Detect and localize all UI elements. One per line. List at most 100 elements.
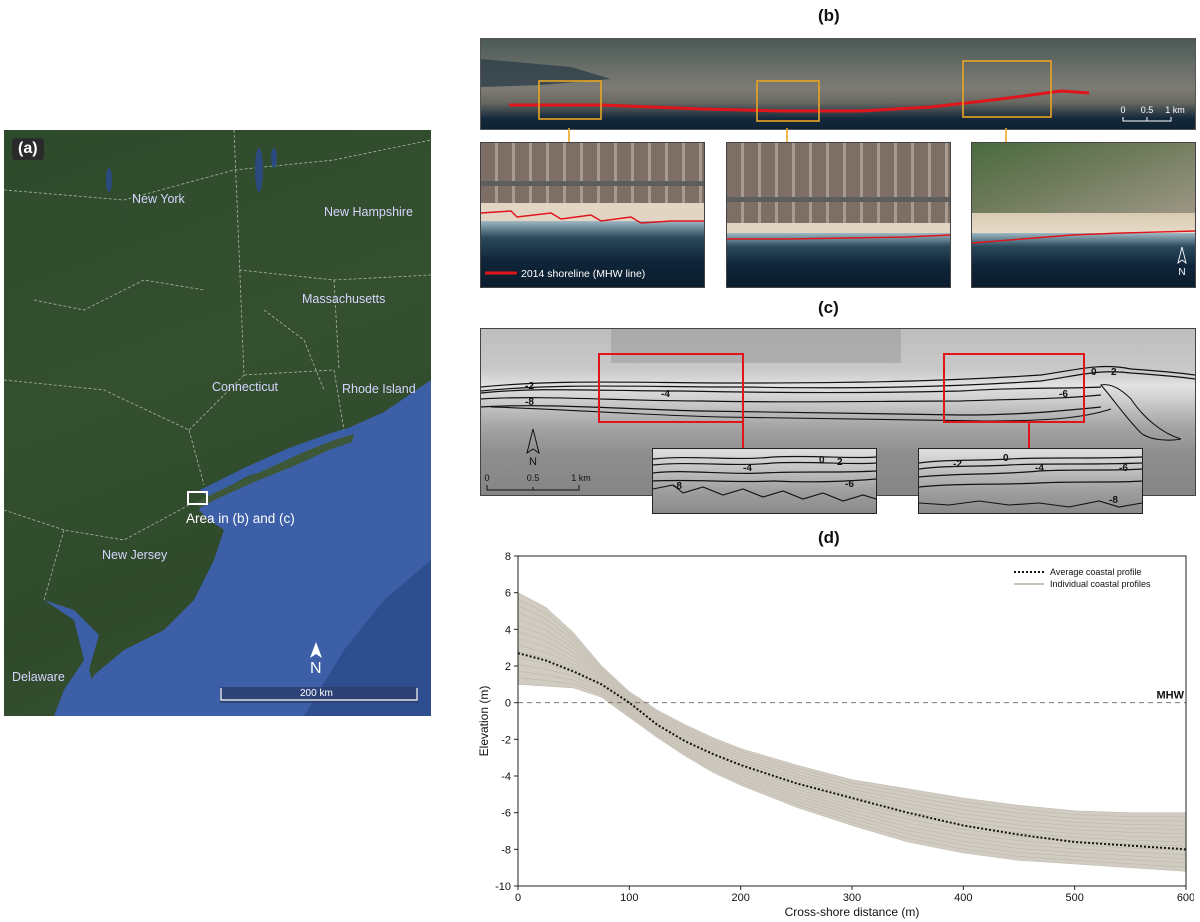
- inset2-label-minus2: -2: [953, 459, 962, 470]
- zoom1-shoreline: [481, 210, 704, 224]
- panel-c-letter: (c): [818, 298, 839, 317]
- inset1-label-minus6: -6: [845, 479, 854, 490]
- zoom2-sea: [727, 233, 950, 287]
- overview-overlay: 0 0.5 1 km: [481, 59, 1185, 122]
- c-contour-label-0: 0: [1091, 367, 1097, 378]
- y-tick-label: -2: [501, 734, 511, 746]
- panel-b-zoom-2: [726, 142, 951, 288]
- c-contour-label-minus6: -6: [1059, 389, 1068, 400]
- x-axis-ticks: 0 100 200 300 400 500 600: [515, 886, 1194, 904]
- individual-profile-line: [517, 677, 1187, 868]
- individual-profile-line: [517, 612, 1187, 826]
- b-scale-tick-0: 0: [1120, 105, 1125, 115]
- x-tick-label: 200: [731, 892, 749, 904]
- inset2-label-0: 0: [1003, 453, 1009, 464]
- panel-c-inset-2: -2 0 -4 -6 -8: [918, 448, 1143, 514]
- lake: [255, 148, 263, 192]
- c-contour-label-2: 2: [1111, 367, 1117, 378]
- panel-c-overlay: 0 2 -2 -4 -6 -8 N 0 0.5 1 km: [481, 329, 1195, 491]
- x-tick-label: 100: [620, 892, 638, 904]
- individual-profile-line: [517, 664, 1187, 860]
- map-a-graphic: [4, 130, 431, 716]
- label-new-jersey: New Jersey: [102, 548, 168, 562]
- label-rhode-island: Rhode Island: [342, 382, 416, 396]
- b-north-arrow-icon: [1177, 246, 1187, 265]
- x-axis-label: Cross-shore distance (m): [785, 905, 920, 919]
- chart-legend: Average coastal profile Individual coast…: [1014, 567, 1151, 589]
- individual-profiles-band: [518, 592, 1186, 872]
- y-tick-label: -6: [501, 808, 511, 820]
- zoom3-sea: [972, 233, 1195, 287]
- individual-profile-line: [517, 644, 1187, 847]
- lake: [271, 148, 277, 168]
- zoom2-overlay: [727, 234, 950, 240]
- deep-ocean: [304, 560, 431, 716]
- north-label: N: [310, 660, 322, 677]
- legend-label: 2014 shoreline (MHW line): [521, 268, 645, 280]
- inset2-label-minus6: -6: [1119, 463, 1128, 474]
- panel-a-map: (a) New York New Hampshire Massachusetts…: [4, 130, 431, 716]
- c-zoom-box-2: [943, 353, 1085, 423]
- y-tick-label: -4: [501, 771, 511, 783]
- zoom1-sea: [481, 221, 704, 287]
- panel-a-letter: (a): [12, 138, 44, 160]
- label-new-york: New York: [132, 192, 185, 206]
- c-scale-tick-1km: 1 km: [571, 473, 591, 483]
- inset1-label-minus4: -4: [743, 463, 752, 474]
- y-tick-label: 0: [505, 698, 511, 710]
- inset1-label-minus8: -8: [673, 481, 682, 492]
- y-tick-label: 6: [505, 588, 511, 600]
- zoom3-shoreline: [972, 230, 1195, 244]
- y-tick-label: 8: [505, 551, 511, 563]
- contour-2: [481, 371, 1195, 392]
- atlantic-ocean: [76, 380, 431, 716]
- contour-minus4: [481, 394, 1102, 403]
- b-north-label: N: [1178, 267, 1185, 278]
- panel-b-zoom-3: N: [971, 142, 1196, 288]
- zoom2-shoreline: [727, 234, 950, 240]
- long-island: [196, 434, 354, 508]
- inset1-label-2: 2: [837, 457, 843, 468]
- individual-profile-line: [517, 605, 1187, 822]
- contour-0: [481, 365, 1195, 388]
- zoom3-land: [972, 143, 1195, 227]
- y-axis-label: Elevation (m): [477, 686, 491, 757]
- c-scale-tick-05: 0.5: [527, 473, 540, 483]
- b-scale-tick-05: 0.5: [1141, 105, 1154, 115]
- individual-profile-line: [517, 670, 1187, 864]
- contour-minus2: [481, 386, 1102, 394]
- zoom-box-2: [756, 80, 820, 122]
- scale-bar-bg: [220, 687, 418, 703]
- delaware-bay: [44, 600, 104, 716]
- label-study-area: Area in (b) and (c): [186, 511, 295, 526]
- contour-minus6: [481, 405, 1102, 416]
- b-scale-bar: [1122, 117, 1172, 122]
- y-tick-label: -10: [495, 881, 511, 893]
- x-tick-label: 400: [954, 892, 972, 904]
- state-boundaries: [4, 130, 431, 601]
- panel-b-zoom-1: 2014 shoreline (MHW line): [480, 142, 705, 288]
- individual-profile-line: [517, 638, 1187, 843]
- b-scale-tick-1km: 1 km: [1165, 105, 1185, 115]
- individual-profile-lines: [517, 592, 1187, 872]
- c-contour-label-minus8: -8: [525, 397, 534, 408]
- zoom-box-1: [538, 80, 602, 120]
- label-delaware: Delaware: [12, 670, 65, 684]
- x-tick-label: 0: [515, 892, 521, 904]
- y-tick-label: 4: [505, 624, 511, 636]
- y-tick-label: -8: [501, 844, 511, 856]
- individual-profile-line: [517, 592, 1186, 813]
- scale-label: 200 km: [300, 688, 333, 699]
- contour-minus8: [490, 406, 1112, 422]
- individual-profile-line: [517, 598, 1187, 818]
- c-connectors: [742, 422, 1030, 451]
- panel-c-inset-1: 0 2 -4 -6 -8: [652, 448, 877, 514]
- c-dark-patch: [611, 329, 901, 363]
- individual-profile-line: [517, 651, 1187, 851]
- zoom1-overlay: 2014 shoreline (MHW line): [481, 210, 704, 280]
- b-connectors: [568, 128, 1007, 142]
- zoom2-land: [727, 143, 950, 224]
- panel-d-chart: MHW 0 100 200 300 400 500 600 -10 -8 -6 -4 -2 0 2 4 6 8…: [477, 551, 1194, 919]
- x-tick-label: 300: [843, 892, 861, 904]
- legend-average-label: Average coastal profile: [1050, 567, 1141, 577]
